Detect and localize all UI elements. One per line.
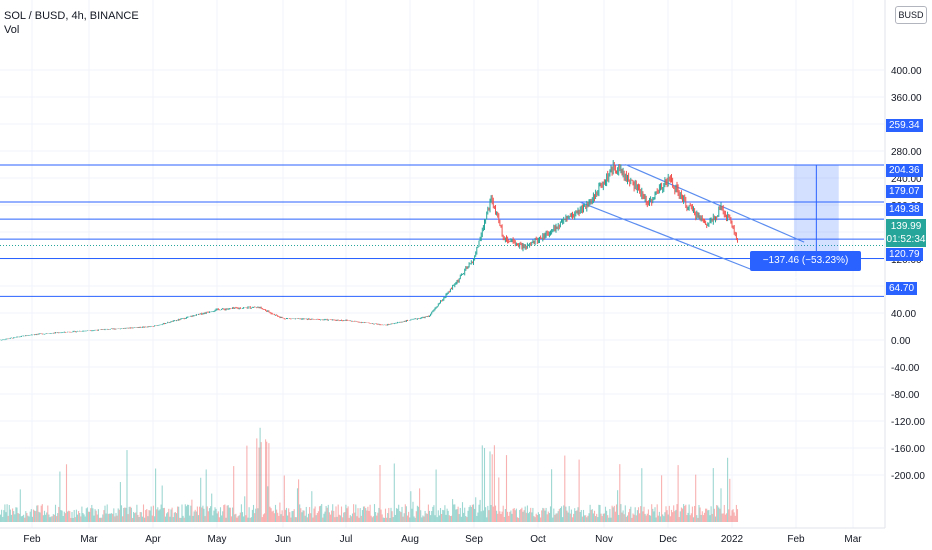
currency-button[interactable]: BUSD <box>895 6 927 24</box>
bar-countdown: 01:52:34 <box>886 234 926 245</box>
time-axis-label: 2022 <box>721 534 744 545</box>
price-axis-label: -200.00 <box>891 471 925 482</box>
price-axis-label: -120.00 <box>891 417 925 428</box>
channel-upper-line <box>625 163 805 243</box>
price-series <box>0 160 738 341</box>
price-axis-label: 280.00 <box>891 147 922 158</box>
time-axis-label: Feb <box>23 534 41 545</box>
level-label-149: 149.38 <box>886 203 923 216</box>
time-axis-label: Aug <box>401 534 419 545</box>
volume-bars <box>0 427 739 522</box>
time-axis-label: Sep <box>465 534 483 545</box>
time-axis-label: Jun <box>275 534 291 545</box>
level-label-179: 179.07 <box>886 185 923 198</box>
level-label-204: 204.36 <box>886 164 923 177</box>
time-axis-label: Feb <box>787 534 805 545</box>
grid <box>0 0 884 528</box>
price-axis-label: 0.00 <box>891 336 911 347</box>
level-label-259: 259.34 <box>886 119 923 132</box>
horizontal-levels <box>0 164 884 297</box>
time-axis-label: Mar <box>844 534 862 545</box>
volume-indicator-label[interactable]: Vol <box>4 24 20 36</box>
level-label-64: 64.70 <box>886 282 918 295</box>
current-price-tag: 139.99 01:52:34 <box>886 219 926 247</box>
channel-lower-line <box>580 201 751 270</box>
time-axis-label: Dec <box>659 534 677 545</box>
symbol-title[interactable]: SOL / BUSD, 4h, BINANCE <box>4 10 139 22</box>
time-axis-label: Oct <box>530 534 546 545</box>
price-axis-label: -40.00 <box>891 363 920 374</box>
price-axis-label: -160.00 <box>891 444 925 455</box>
measurement-label: −137.46 (−53.23%) −13746 <box>750 251 861 286</box>
descending-channel <box>580 163 805 270</box>
price-axis-label: -80.00 <box>891 390 920 401</box>
current-price: 139.99 <box>890 221 922 232</box>
price-axis-label: 360.00 <box>891 93 922 104</box>
price-axis-label: 400.00 <box>891 66 922 77</box>
time-axis-label: Jul <box>340 534 353 545</box>
price-axis-label: 240.00 <box>891 174 922 185</box>
time-axis-label: Apr <box>145 534 161 545</box>
time-axis-label: Mar <box>80 534 98 545</box>
time-axis-label: Nov <box>595 534 613 545</box>
chart-legend: SOL / BUSD, 4h, BINANCE Vol <box>4 9 139 37</box>
price-range-measure <box>793 164 839 259</box>
level-label-120: 120.79 <box>886 248 923 261</box>
time-axis-label: May <box>208 534 227 545</box>
price-axis-label: 40.00 <box>891 309 916 320</box>
